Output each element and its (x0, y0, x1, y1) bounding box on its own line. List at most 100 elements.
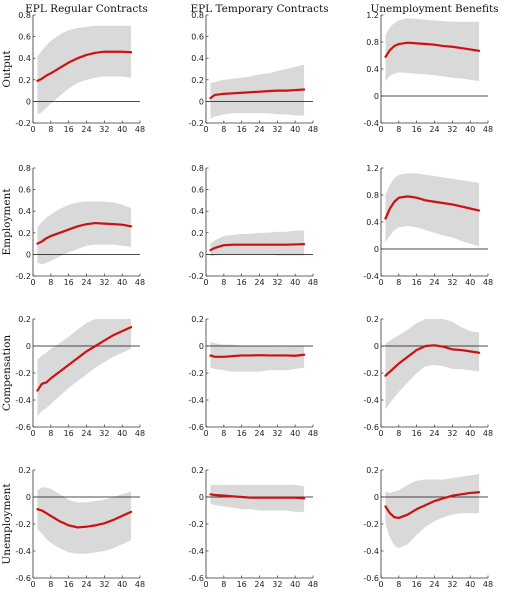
panel-output-unemployment-benefits-xtick-label: 8 (396, 125, 401, 134)
panel-output-epl-regular-contracts-xtick-label: 16 (64, 125, 74, 134)
panel-unemployment-epl-temporary-contracts-xtick-label: 48 (308, 580, 318, 589)
panel-output-epl-temporary-contracts-response-line (209, 88, 306, 100)
panel-unemployment-unemployment-benefits-xtick-label: 32 (447, 580, 457, 589)
panel-output-epl-regular-contracts-ytick-label: 0.2 (18, 76, 31, 85)
panel-unemployment-epl-regular-contracts-xtick-label: 48 (135, 580, 145, 589)
panel-output-epl-regular-contracts-ytick-label: 0 (26, 97, 31, 106)
panel-employment-epl-regular-contracts-confidence-band (37, 201, 132, 265)
panel-compensation-epl-temporary-contracts-xtick-label: 8 (221, 429, 226, 438)
panel-compensation-epl-regular-contracts-xtick-label: 48 (135, 429, 145, 438)
panel-employment-epl-temporary-contracts: -0.200.20.40.60.80 8 16 24 32 40 48 (188, 164, 318, 287)
panel-unemployment-epl-temporary-contracts-ytick-label: 0 (199, 493, 204, 502)
panel-unemployment-epl-temporary-contracts: -0.6 -0.4 -0.2 0 0.2 0 8 16 24 32 40 48 (188, 466, 318, 589)
panel-unemployment-epl-temporary-contracts-xtick-label: 0 (203, 580, 208, 589)
panel-employment-epl-temporary-contracts-ytick-label: 0.2 (191, 229, 204, 238)
row-label-employment: Employment (1, 188, 13, 256)
panel-compensation-epl-temporary-contracts-xtick-label: 0 (203, 429, 208, 438)
panel-output-epl-temporary-contracts-ytick-label: 0.2 (191, 76, 204, 85)
panel-output-epl-regular-contracts-ytick-label: 0.4 (18, 54, 31, 63)
panel-employment-unemployment-benefits-xtick-label: 8 (396, 278, 401, 287)
panel-output-unemployment-benefits-xtick-label: 0 (378, 125, 383, 134)
panel-employment-epl-temporary-contracts-ytick-label: -0.2 (188, 272, 204, 281)
panel-compensation-unemployment-benefits-ytick-label: -0.4 (363, 396, 379, 405)
panel-output-epl-temporary-contracts: -0.200.20.40.60.80 8 16 24 32 40 48 (188, 11, 318, 134)
panel-employment-epl-regular-contracts-xtick-label: 8 (48, 278, 53, 287)
panel-compensation-epl-regular-contracts-confidence-band (37, 319, 132, 417)
panel-output-epl-temporary-contracts-xtick-label: 48 (308, 125, 318, 134)
panel-output-epl-regular-contracts-xtick-label: 24 (81, 125, 91, 134)
panel-compensation-unemployment-benefits-xtick-label: 40 (465, 429, 475, 438)
panel-employment-epl-regular-contracts-xtick-label: 16 (64, 278, 74, 287)
panel-compensation-unemployment-benefits: -0.6 -0.4 -0.2 0 0.2 0 8 16 24 32 40 48 (363, 315, 493, 438)
panel-unemployment-unemployment-benefits-ytick-label: 0.2 (366, 466, 379, 475)
panel-employment-epl-regular-contracts-ytick-label: 0.6 (18, 186, 31, 195)
panel-compensation-unemployment-benefits-xtick-label: 32 (447, 429, 457, 438)
panel-unemployment-unemployment-benefits-xtick-label: 0 (378, 580, 383, 589)
panel-employment-unemployment-benefits-ytick-label: 0.4 (366, 218, 379, 227)
panel-unemployment-epl-regular-contracts-ytick-label: -0.2 (15, 520, 31, 529)
panel-compensation-epl-temporary-contracts-xtick-label: 48 (308, 429, 318, 438)
panel-output-unemployment-benefits-xtick-label: 40 (465, 125, 475, 134)
panel-output-epl-temporary-contracts-xtick-label: 32 (272, 125, 282, 134)
panel-employment-unemployment-benefits-ytick-label: 1.2 (366, 164, 379, 173)
panel-compensation-epl-regular-contracts-xtick-label: 40 (117, 429, 127, 438)
column-title-epl-regular-contracts: EPL Regular Contracts (25, 3, 148, 15)
panel-compensation-epl-regular-contracts: -0.6 -0.4 -0.2 0 0.2 0 8 16 24 32 40 48 (15, 315, 145, 438)
column-title-unemployment-benefits: Unemployment Benefits (370, 3, 498, 15)
panel-output-unemployment-benefits-ytick-label: 1.2 (366, 11, 379, 20)
panel-compensation-epl-regular-contracts-xtick-label: 0 (30, 429, 35, 438)
panel-compensation-unemployment-benefits-ytick-label: -0.2 (363, 369, 379, 378)
panel-employment-epl-temporary-contracts-xtick-label: 40 (290, 278, 300, 287)
panel-compensation-epl-temporary-contracts-ytick-label: -0.2 (188, 369, 204, 378)
panel-unemployment-epl-regular-contracts-ytick-label: -0.4 (15, 547, 31, 556)
panel-output-unemployment-benefits-xtick-label: 16 (412, 125, 422, 134)
panel-output-epl-temporary-contracts-xtick-label: 0 (203, 125, 208, 134)
panel-output-unemployment-benefits: -0.400.40.81.20 8 16 24 32 40 48 (363, 11, 493, 134)
panel-compensation-epl-temporary-contracts-ytick-label: 0.2 (191, 315, 204, 324)
panel-output-epl-regular-contracts-confidence-band (37, 25, 132, 115)
panel-output-epl-regular-contracts-ytick-label: -0.2 (15, 119, 31, 128)
panel-unemployment-unemployment-benefits-ytick-label: -0.2 (363, 520, 379, 529)
panel-unemployment-unemployment-benefits-ytick-label: -0.4 (363, 547, 379, 556)
panel-compensation-unemployment-benefits-confidence-band (385, 319, 480, 410)
panel-compensation-epl-regular-contracts-ytick-label: 0 (26, 342, 31, 351)
panel-output-epl-temporary-contracts-xtick-label: 40 (290, 125, 300, 134)
panel-output-epl-regular-contracts-xtick-label: 32 (99, 125, 109, 134)
panel-output-epl-regular-contracts-xtick-label: 0 (30, 125, 35, 134)
panel-compensation-epl-temporary-contracts-ytick-label: 0 (199, 342, 204, 351)
panel-output-epl-regular-contracts-ytick-label: 0.6 (18, 33, 31, 42)
panel-output-unemployment-benefits-ytick-label: 0.8 (366, 38, 379, 47)
panel-compensation-epl-temporary-contracts-ytick-label: -0.4 (188, 396, 204, 405)
panel-unemployment-unemployment-benefits-ytick-label: 0 (374, 493, 379, 502)
panel-unemployment-unemployment-benefits-confidence-band (385, 474, 480, 549)
panel-compensation-epl-temporary-contracts: -0.6 -0.4 -0.2 0 0.2 0 8 16 24 32 40 48 (188, 315, 318, 438)
panel-unemployment-unemployment-benefits-xtick-label: 16 (412, 580, 422, 589)
panel-output-unemployment-benefits-xtick-label: 48 (483, 125, 493, 134)
panel-unemployment-epl-regular-contracts-xtick-label: 24 (81, 580, 91, 589)
panel-employment-epl-temporary-contracts-ytick-label: 0.8 (191, 164, 204, 173)
panel-compensation-epl-temporary-contracts-xtick-label: 16 (237, 429, 247, 438)
panel-output-unemployment-benefits-ytick-label: -0.4 (363, 119, 379, 128)
panel-employment-unemployment-benefits-xtick-label: 0 (378, 278, 383, 287)
panel-output-epl-regular-contracts-response-line (36, 50, 133, 82)
panel-employment-epl-regular-contracts: -0.200.20.40.60.80 8 16 24 32 40 48 (15, 164, 145, 287)
panel-employment-epl-regular-contracts-ytick-label: 0.2 (18, 229, 31, 238)
panel-unemployment-epl-regular-contracts: -0.6 -0.4 -0.2 0 0.2 0 8 16 24 32 40 48 (15, 466, 145, 589)
panel-employment-epl-regular-contracts-ytick-label: 0 (26, 250, 31, 259)
panel-unemployment-epl-regular-contracts-response-line (36, 508, 133, 529)
panel-output-epl-regular-contracts-ytick-label: 0.8 (18, 11, 31, 20)
panel-compensation-epl-regular-contracts-xtick-label: 8 (48, 429, 53, 438)
panel-output-epl-temporary-contracts-ytick-label: 0.4 (191, 54, 204, 63)
panel-output-unemployment-benefits-xtick-label: 32 (447, 125, 457, 134)
panel-employment-epl-temporary-contracts-xtick-label: 32 (272, 278, 282, 287)
panel-employment-epl-temporary-contracts-ytick-label: 0.4 (191, 207, 204, 216)
panel-employment-epl-temporary-contracts-xtick-label: 0 (203, 278, 208, 287)
panel-employment-unemployment-benefits-confidence-band (385, 173, 480, 247)
panel-unemployment-epl-regular-contracts-xtick-label: 32 (99, 580, 109, 589)
panel-output-epl-temporary-contracts-ytick-label: 0.6 (191, 33, 204, 42)
panel-employment-epl-regular-contracts-ytick-label: -0.2 (15, 272, 31, 281)
panel-employment-epl-regular-contracts-xtick-label: 48 (135, 278, 145, 287)
panel-compensation-epl-temporary-contracts-xtick-label: 40 (290, 429, 300, 438)
panel-unemployment-epl-regular-contracts-ytick-label: -0.6 (15, 574, 31, 583)
